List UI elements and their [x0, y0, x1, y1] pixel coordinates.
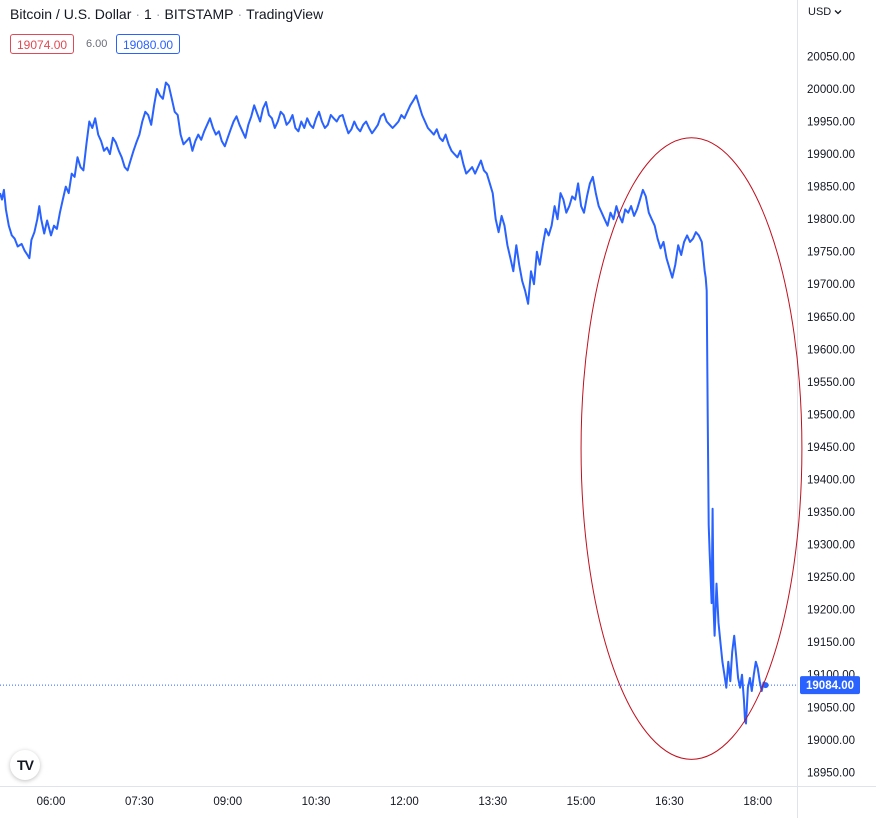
x-tick-label: 16:30 [655, 796, 684, 808]
y-tick-label: 19500.00 [807, 409, 855, 421]
y-tick-label: 19850.00 [807, 182, 855, 194]
y-tick-label: 19200.00 [807, 605, 855, 617]
currency-label: USD [808, 6, 832, 18]
y-tick-label: 19050.00 [807, 702, 855, 714]
y-tick-label: 19000.00 [807, 735, 855, 747]
y-tick-label: 19900.00 [807, 149, 855, 161]
spread-value: 6.00 [86, 38, 108, 50]
annotation-ellipse [580, 137, 803, 760]
price-series-line [0, 81, 767, 725]
y-tick-label: 19650.00 [807, 312, 855, 324]
ask-price-badge[interactable]: 19080.00 [116, 34, 181, 54]
chart-header: Bitcoin / U.S. Dollar · 1 · BITSTAMP · Trading… [10, 6, 323, 22]
y-tick-label: 19300.00 [807, 540, 855, 552]
y-tick-label: 19950.00 [807, 117, 855, 129]
x-tick-label: 13:30 [478, 796, 507, 808]
x-tick-label: 06:00 [37, 796, 66, 808]
x-tick-label: 15:00 [567, 796, 596, 808]
x-tick-label: 09:00 [213, 796, 242, 808]
interval-label[interactable]: 1 [144, 6, 152, 22]
last-price-label-bg [800, 676, 860, 695]
y-tick-label: 19750.00 [807, 247, 855, 259]
y-tick-label: 19450.00 [807, 442, 855, 454]
exchange-label: BITSTAMP [164, 6, 234, 22]
y-tick-label: 19350.00 [807, 507, 855, 519]
symbol-name: Bitcoin / U.S. Dollar [10, 6, 132, 22]
header-separator: · [135, 6, 141, 22]
y-tick-label: 19550.00 [807, 377, 855, 389]
currency-selector[interactable]: USD [808, 6, 842, 18]
y-tick-label: 19150.00 [807, 637, 855, 649]
x-tick-label: 07:30 [125, 796, 154, 808]
y-tick-label: 20000.00 [807, 84, 855, 96]
header-separator: · [237, 6, 243, 22]
tradingview-logo-icon[interactable]: TV [10, 750, 40, 780]
y-tick-label: 20050.00 [807, 51, 855, 63]
bid-price-badge[interactable]: 19074.00 [10, 34, 75, 54]
x-tick-label: 10:30 [302, 796, 331, 808]
last-price-label: 19084.00 [806, 680, 854, 692]
x-tick-label: 18:00 [743, 796, 772, 808]
y-tick-label: 19250.00 [807, 572, 855, 584]
y-tick-label: 19700.00 [807, 279, 855, 291]
header-separator: · [155, 6, 161, 22]
y-tick-label: 19600.00 [807, 344, 855, 356]
chevron-down-icon [834, 10, 842, 15]
y-tick-label: 19800.00 [807, 214, 855, 226]
provider-label: TradingView [246, 6, 324, 22]
y-tick-label: 18950.00 [807, 767, 855, 779]
x-tick-label: 12:00 [390, 796, 419, 808]
y-tick-label: 19400.00 [807, 474, 855, 486]
